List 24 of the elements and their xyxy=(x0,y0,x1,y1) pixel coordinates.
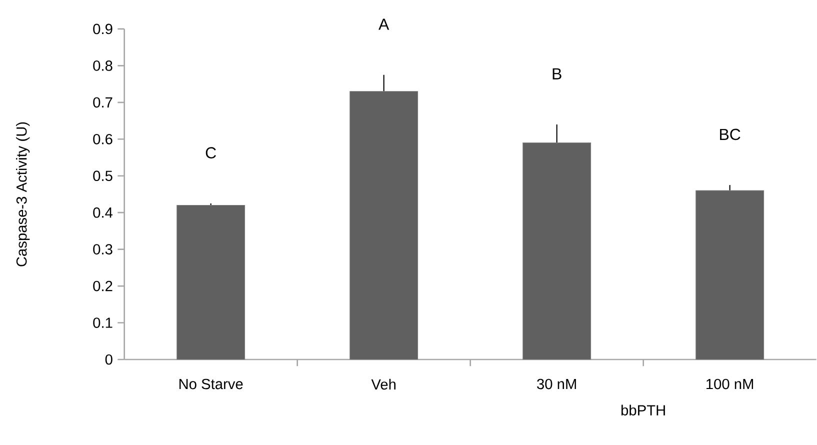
bar xyxy=(350,90,418,360)
y-tick-label: 0.6 xyxy=(93,134,112,144)
x-tick-label: 30 nM xyxy=(537,378,576,390)
y-tick-label: 0.2 xyxy=(93,280,112,292)
y-tick-label: 0.4 xyxy=(93,207,113,218)
x-axis-title: bbPTH xyxy=(621,404,665,416)
bar xyxy=(176,204,246,360)
y-tick-label: 0.8 xyxy=(93,60,112,71)
x-tick-label: Veh xyxy=(371,378,396,390)
x-tick-label: No Starve xyxy=(179,378,243,390)
x-tick-label: 100 nM xyxy=(706,378,754,390)
annotation: A xyxy=(378,18,390,30)
annotation: BC xyxy=(720,128,740,140)
bar xyxy=(522,142,592,360)
bar xyxy=(696,190,764,360)
annotation: B xyxy=(552,68,562,80)
y-tick-label: 0.5 xyxy=(93,170,112,181)
annotation: C xyxy=(206,146,216,158)
y-tick-label: 0 xyxy=(105,354,112,364)
y-tick-label: 0.3 xyxy=(93,244,112,254)
y-tick-label: 0.9 xyxy=(93,24,112,34)
y-axis-title: Caspase-3 Activity (U) xyxy=(16,122,30,266)
y-tick-label: 0.1 xyxy=(93,317,112,328)
y-tick-label: 0.7 xyxy=(93,97,112,108)
